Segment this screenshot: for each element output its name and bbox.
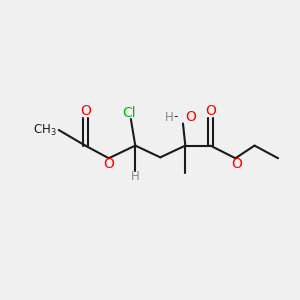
Text: O: O [185,110,196,124]
Text: Cl: Cl [123,106,136,120]
Text: CH$_3$: CH$_3$ [33,122,56,137]
Text: -: - [173,110,178,124]
Text: O: O [205,104,216,118]
Text: H: H [131,170,140,183]
Text: O: O [103,157,114,171]
Text: O: O [80,104,91,118]
Text: O: O [231,157,242,171]
Text: H: H [165,110,174,124]
